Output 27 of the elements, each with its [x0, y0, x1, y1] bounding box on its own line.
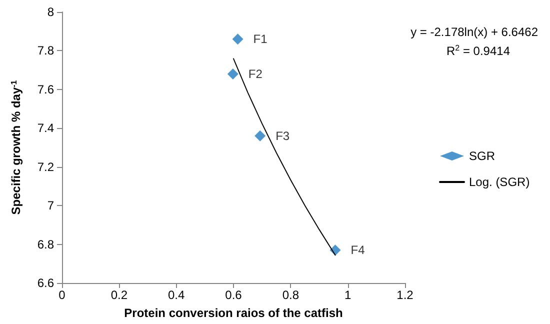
point — [254, 130, 266, 142]
y-tick-label: 7.4 — [37, 121, 54, 136]
y-tick-label: 6.6 — [37, 276, 54, 290]
x-tick-label: 0.4 — [168, 288, 185, 302]
data-label: F3 — [276, 128, 290, 143]
point — [232, 34, 244, 45]
data-label: F2 — [248, 66, 263, 81]
y-tick-label: 7 — [47, 198, 54, 213]
y-tick-label: 7.2 — [37, 160, 54, 174]
data-label: F1 — [253, 32, 268, 46]
legend-label: Log. (SGR) — [469, 175, 530, 189]
y-axis-title: Specific growth % day-1 — [9, 80, 23, 215]
x-axis-title: Protein conversion raios of the catfish — [124, 306, 343, 320]
x-tick-label: 0 — [58, 288, 66, 302]
y-tick-label: 7.6 — [37, 82, 54, 96]
y-tick-label: 8 — [47, 5, 54, 19]
x-tick-label: 0.2 — [110, 288, 128, 302]
y-tick-label: 6.8 — [37, 237, 54, 252]
x-tick-label: 1.2 — [396, 288, 414, 302]
legend-label: SGR — [469, 149, 496, 163]
data-label: F4 — [350, 243, 366, 258]
x-tick-label: 0.8 — [282, 288, 300, 302]
text: y = -2.178ln(x) + 6.6462 — [410, 25, 538, 39]
x-tick-label: 0.6 — [225, 288, 242, 302]
x-tick-label: 1 — [344, 288, 352, 302]
point — [227, 68, 238, 80]
y-tick-label: 7.8 — [37, 44, 54, 58]
